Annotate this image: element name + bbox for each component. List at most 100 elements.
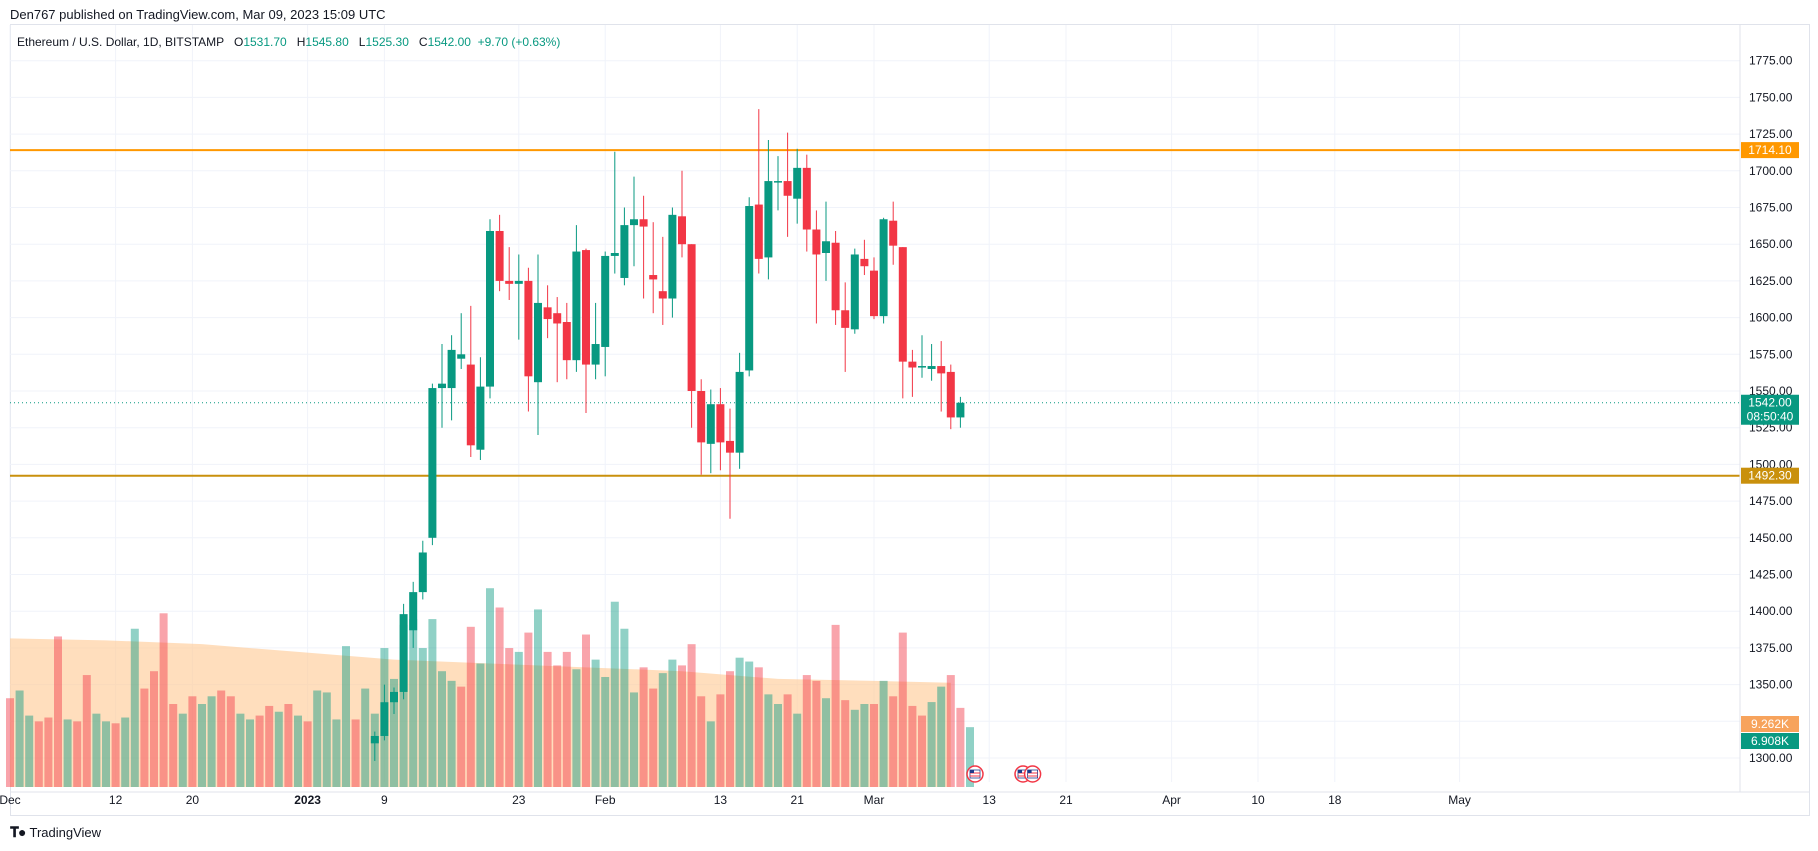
volume-bar [745, 661, 754, 787]
candle-body [601, 255, 610, 347]
candle-body [466, 364, 475, 446]
volume-ma-area [10, 638, 951, 787]
price-tick-label: 1675.00 [1749, 201, 1793, 215]
volume-bar [774, 704, 782, 787]
flag-body [1027, 769, 1038, 779]
time-tick-label: 20 [186, 793, 200, 807]
volume-bar [668, 659, 677, 787]
volume-bar [783, 694, 792, 787]
candle-body [764, 181, 773, 258]
volume-bar [706, 721, 715, 787]
volume-bar [610, 601, 619, 787]
events-layer [966, 765, 1042, 783]
volume-bar [294, 715, 302, 787]
volume-bar [697, 696, 706, 787]
volume-bar [82, 675, 91, 787]
volume-bar [351, 719, 360, 787]
candle-body [812, 229, 821, 255]
high-value: 1545.80 [305, 35, 349, 49]
volume-bar [822, 698, 830, 787]
support-label-bg [1741, 467, 1799, 484]
price-tick-label: 1375.00 [1749, 641, 1793, 655]
us-flag-icon [1023, 765, 1042, 783]
price-tick-label: 1475.00 [1749, 494, 1793, 508]
time-tick-label: 23 [512, 793, 526, 807]
flag-canton [1018, 770, 1022, 773]
volume-layer [6, 588, 974, 787]
candle-body [783, 181, 792, 196]
volume-bar [303, 721, 312, 787]
volume-bar [159, 613, 168, 787]
candle-body [793, 167, 802, 199]
price-tick-label: 1600.00 [1749, 311, 1793, 325]
candle-body [495, 230, 504, 281]
candle-body [572, 251, 581, 361]
time-tick-label: 10 [1251, 793, 1265, 807]
candle-body [956, 402, 965, 418]
candle-body [754, 204, 763, 259]
volume-bar [207, 696, 216, 787]
current-price-label: 1542.00 [1748, 396, 1792, 410]
close-label: C [418, 35, 428, 49]
candle-body [822, 241, 830, 254]
volume-bar [831, 624, 840, 787]
volume-ma-label: 9.262K [1751, 717, 1789, 731]
candle-body [687, 244, 696, 391]
time-tick-label: 9 [381, 793, 388, 807]
volume-bar [6, 698, 14, 787]
volume-bar [841, 700, 850, 787]
volume-bar [25, 715, 34, 787]
candle-body [898, 247, 907, 362]
candle-body [716, 404, 725, 443]
candle-body [937, 366, 946, 374]
volume-ma-label-bg [1741, 716, 1799, 732]
time-tick-label: Dec [0, 793, 21, 807]
volume-bar [572, 669, 581, 787]
candle-body [726, 440, 734, 453]
candle-body [860, 258, 869, 267]
candle-body [582, 250, 590, 365]
candle-body [591, 344, 600, 365]
volume-bar [927, 702, 936, 787]
volume-bar [649, 688, 658, 787]
open-value: 1531.70 [243, 35, 287, 49]
candle-body [831, 242, 840, 311]
candle-body [802, 167, 811, 230]
volume-bar [495, 607, 504, 787]
price-tick-label: 1400.00 [1749, 604, 1793, 618]
volume-bar [716, 694, 725, 787]
candle-body [610, 253, 619, 256]
candle-body [390, 691, 398, 703]
volume-bar [409, 619, 418, 787]
open-label: O [233, 35, 244, 49]
volume-bar [466, 626, 475, 787]
volume-bar [591, 659, 600, 787]
high-label: H [296, 35, 306, 49]
volume-bar [908, 705, 917, 787]
volume-bar [274, 711, 283, 787]
candle-body [668, 214, 677, 299]
volume-bar [15, 690, 24, 787]
price-tick-label: 1550.00 [1749, 384, 1793, 398]
volume-bar [111, 723, 120, 787]
volume-bar [313, 690, 322, 787]
tradingview-logo[interactable]: 𝐓● TradingView [10, 824, 101, 841]
volume-bar [150, 671, 158, 787]
volume-bar [889, 696, 898, 787]
candle-body [927, 366, 936, 369]
volume-bar [726, 671, 734, 787]
volume-bar [44, 717, 53, 787]
volume-bar [937, 686, 946, 787]
candle-body [649, 275, 658, 280]
candle-body [534, 302, 542, 383]
volume-bar [34, 721, 43, 787]
volume-bar [620, 628, 629, 787]
candle-body [841, 310, 850, 328]
volume-bar [332, 719, 341, 787]
volume-bar [658, 673, 667, 787]
time-tick-label: 18 [1328, 793, 1342, 807]
volume-bar [121, 717, 130, 787]
low-label: L [358, 35, 366, 49]
candle-body [879, 219, 888, 317]
